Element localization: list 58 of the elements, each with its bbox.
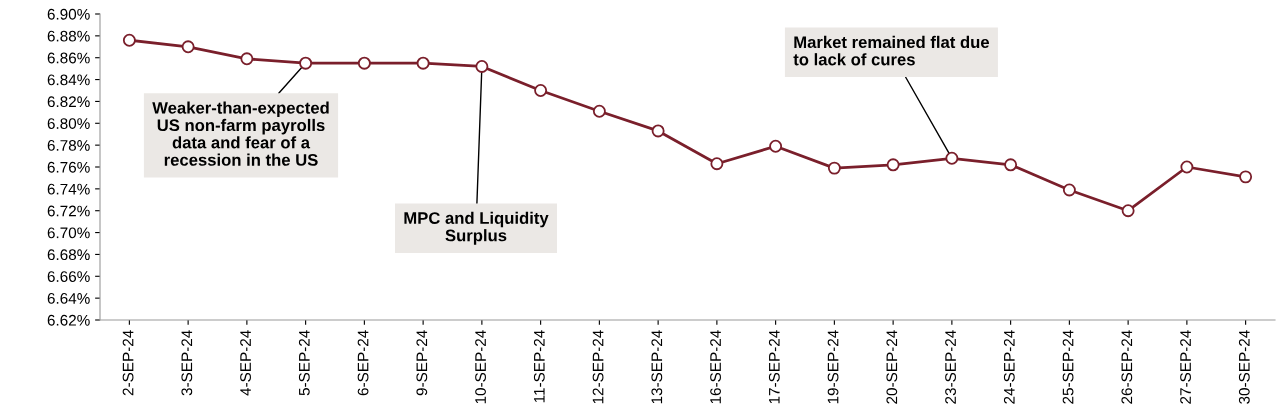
y-tick-label: 6.70% [47, 227, 90, 239]
y-tick-label: 6.62% [47, 314, 90, 326]
x-tick-label: 11-SEP-24 [533, 330, 545, 403]
point [357, 56, 371, 70]
annotation: MPC and Liquidity Surplus [404, 211, 549, 245]
x-tick-label: 12-SEP-24 [592, 330, 604, 404]
point [416, 56, 430, 70]
point [945, 151, 959, 165]
y-tick-label: 6.90% [47, 8, 90, 20]
x-tick-label: 4-SEP-24 [240, 330, 251, 396]
y-tick-label: 6.88% [47, 30, 90, 42]
point [827, 161, 841, 175]
point [534, 84, 548, 97]
y-tick-label: 6.86% [47, 52, 90, 64]
y-tick-label: 6.68% [47, 249, 90, 261]
y-tick-label: 6.76% [47, 161, 90, 173]
x-tick-label: 3-SEP-24 [181, 330, 193, 396]
y-tick-label: 6.84% [47, 74, 90, 86]
point [886, 158, 900, 172]
y-tick-label: 6.72% [47, 205, 90, 217]
x-tick-label: 13-SEP-24 [651, 330, 663, 404]
y-tick-label: 6.64% [47, 293, 90, 304]
y-tick-label: 6.66% [47, 271, 90, 282]
point [1239, 170, 1253, 184]
y-tick-label: 6.82% [47, 96, 90, 108]
x-tick-label: 26-SEP-24 [1121, 330, 1133, 404]
point [1062, 183, 1076, 197]
point [122, 33, 136, 47]
point [1004, 158, 1018, 172]
point [1180, 160, 1194, 174]
x-tick-label: 23-SEP-24 [945, 330, 956, 404]
point [651, 124, 665, 138]
x-tick-label: 2-SEP-24 [122, 330, 134, 396]
y-tick-label: 6.78% [47, 140, 90, 151]
point [710, 157, 724, 171]
y-tick-label: 6.80% [47, 118, 90, 129]
x-tick-label: 25-SEP-24 [1062, 330, 1074, 404]
x-tick-label: 19-SEP-24 [827, 330, 839, 404]
point [475, 59, 489, 73]
point [769, 139, 783, 153]
x-tick-label: 17-SEP-24 [768, 330, 780, 404]
y-tick-label: 6.74% [47, 183, 90, 195]
point [240, 52, 254, 66]
x-tick-label: 20-SEP-24 [886, 330, 898, 404]
x-tick-label: 30-SEP-24 [1238, 330, 1250, 404]
x-tick-label: 9-SEP-24 [416, 330, 428, 396]
annotation: Market remained flat due to lack of cures [793, 35, 990, 66]
point [1121, 204, 1135, 218]
point [592, 104, 606, 118]
x-tick-label: 16-SEP-24 [710, 330, 721, 404]
x-tick-label: 24-SEP-24 [1003, 330, 1015, 404]
x-tick-label: 6-SEP-24 [357, 330, 369, 396]
point [299, 56, 313, 70]
x-tick-label: 5-SEP-24 [298, 330, 310, 396]
x-tick-label: 10-SEP-24 [475, 330, 486, 404]
x-tick-label: 27-SEP-24 [1180, 330, 1191, 404]
annotation: Weaker-than-expected US non-farm payrolls data and fear of a recession in the US [152, 101, 329, 166]
point [181, 40, 195, 54]
